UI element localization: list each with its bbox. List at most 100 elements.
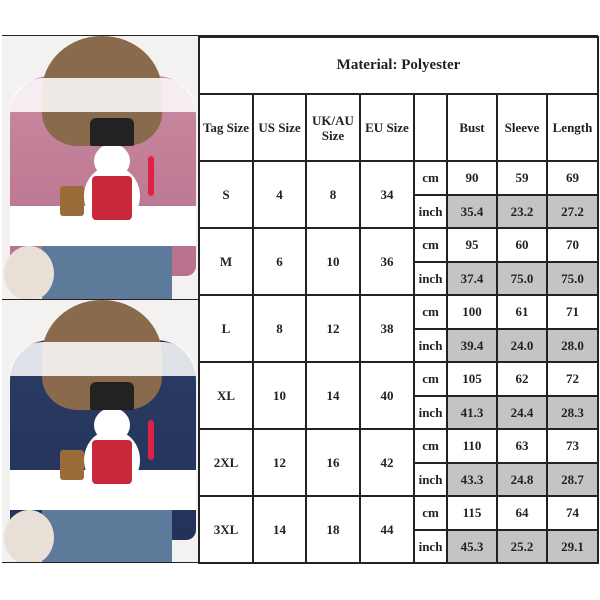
- table-row: inch 37.4 75.0 75.0: [199, 260, 599, 296]
- table-row: 3XL 14 18 44 cm 115 64 74: [198, 495, 599, 564]
- unit-cm: cm: [413, 227, 448, 263]
- candy-cane-icon: [148, 156, 154, 196]
- snowman-hat: [90, 118, 134, 146]
- bust-inch: 43.3: [446, 461, 498, 497]
- header-row: Tag Size US Size UK/AU Size EU Size Bust…: [198, 93, 599, 162]
- unit-inch: inch: [413, 327, 448, 363]
- bust-cm: 110: [446, 428, 498, 464]
- length-inch: 28.7: [546, 461, 599, 497]
- eu-size: 34: [359, 160, 415, 229]
- us-size: 4: [252, 160, 307, 229]
- table-row: XL 10 14 40 cm 105 62 72: [198, 361, 599, 430]
- table-row: inch 45.3 25.2 29.1: [199, 528, 599, 564]
- length-cm: 71: [546, 294, 599, 330]
- bust-inch: 37.4: [446, 260, 498, 296]
- length-inch: 75.0: [546, 260, 599, 296]
- unit-cm: cm: [413, 428, 448, 464]
- ukau-size: 12: [305, 294, 361, 363]
- sleeve-cm: 64: [496, 495, 548, 531]
- tag-size: 2XL: [198, 428, 254, 497]
- snowflake-band: [10, 78, 196, 112]
- product-photo-pink: [2, 36, 198, 299]
- sleeve-cm: 61: [496, 294, 548, 330]
- header-us-size: US Size: [252, 93, 307, 162]
- unit-cm: cm: [413, 495, 448, 531]
- ukau-size: 8: [305, 160, 361, 229]
- candy-cane-icon: [148, 420, 154, 460]
- header-length: Length: [546, 93, 599, 162]
- ukau-size: 16: [305, 428, 361, 497]
- bust-cm: 100: [446, 294, 498, 330]
- unit-cm: cm: [413, 160, 448, 196]
- bust-cm: 115: [446, 495, 498, 531]
- snowman-head: [94, 408, 130, 442]
- unit-inch: inch: [413, 193, 448, 229]
- eu-size: 38: [359, 294, 415, 363]
- sleeve-inch: 23.2: [496, 193, 548, 229]
- header-bust: Bust: [446, 93, 498, 162]
- header-ukau-size: UK/AU Size: [305, 93, 361, 162]
- header-tag-size: Tag Size: [198, 93, 254, 162]
- length-cm: 74: [546, 495, 599, 531]
- tag-size: S: [198, 160, 254, 229]
- table-row: L 8 12 38 cm 100 61 71: [198, 294, 599, 363]
- eu-size: 44: [359, 495, 415, 564]
- birdhouse-icon: [60, 450, 84, 480]
- table-row: inch 43.3 24.8 28.7: [199, 461, 599, 497]
- sleeve-inch: 24.0: [496, 327, 548, 363]
- birdhouse-icon: [60, 186, 84, 216]
- header-sleeve: Sleeve: [496, 93, 548, 162]
- sleeve-cm: 63: [496, 428, 548, 464]
- snowman-scarf: [92, 440, 132, 484]
- ukau-size: 10: [305, 227, 361, 296]
- flowers: [4, 246, 54, 299]
- eu-size: 36: [359, 227, 415, 296]
- jeans: [42, 246, 172, 299]
- table-title: Material: Polyester: [198, 36, 599, 95]
- sleeve-inch: 24.4: [496, 394, 548, 430]
- snowman-hat: [90, 382, 134, 410]
- tag-size: 3XL: [198, 495, 254, 564]
- us-size: 8: [252, 294, 307, 363]
- unit-inch: inch: [413, 461, 448, 497]
- tag-size: M: [198, 227, 254, 296]
- tag-size: L: [198, 294, 254, 363]
- table-row: M 6 10 36 cm 95 60 70: [198, 227, 599, 296]
- ukau-size: 18: [305, 495, 361, 564]
- bust-cm: 95: [446, 227, 498, 263]
- table-row: S 4 8 34 cm 90 59 69: [198, 160, 599, 229]
- length-cm: 73: [546, 428, 599, 464]
- sleeve-cm: 62: [496, 361, 548, 397]
- unit-inch: inch: [413, 528, 448, 564]
- bust-inch: 39.4: [446, 327, 498, 363]
- unit-cm: cm: [413, 361, 448, 397]
- us-size: 10: [252, 361, 307, 430]
- length-cm: 69: [546, 160, 599, 196]
- bust-inch: 35.4: [446, 193, 498, 229]
- eu-size: 42: [359, 428, 415, 497]
- header-unit: [413, 93, 448, 162]
- length-inch: 28.0: [546, 327, 599, 363]
- table-row: 2XL 12 16 42 cm 110 63 73: [198, 428, 599, 497]
- length-inch: 27.2: [546, 193, 599, 229]
- size-table: Material: Polyester Tag Size US Size UK/…: [198, 36, 599, 564]
- bust-cm: 105: [446, 361, 498, 397]
- bust-inch: 41.3: [446, 394, 498, 430]
- flowers: [4, 510, 54, 562]
- jeans: [42, 510, 172, 562]
- tag-size: XL: [198, 361, 254, 430]
- table-row: inch 41.3 24.4 28.3: [199, 394, 599, 430]
- length-inch: 29.1: [546, 528, 599, 564]
- header-eu-size: EU Size: [359, 93, 415, 162]
- us-size: 6: [252, 227, 307, 296]
- sleeve-inch: 75.0: [496, 260, 548, 296]
- product-photo-navy: [2, 299, 198, 562]
- table-row: inch 35.4 23.2 27.2: [199, 193, 599, 229]
- snowman-head: [94, 144, 130, 178]
- us-size: 12: [252, 428, 307, 497]
- bust-inch: 45.3: [446, 528, 498, 564]
- bust-cm: 90: [446, 160, 498, 196]
- unit-inch: inch: [413, 394, 448, 430]
- ukau-size: 14: [305, 361, 361, 430]
- sleeve-inch: 24.8: [496, 461, 548, 497]
